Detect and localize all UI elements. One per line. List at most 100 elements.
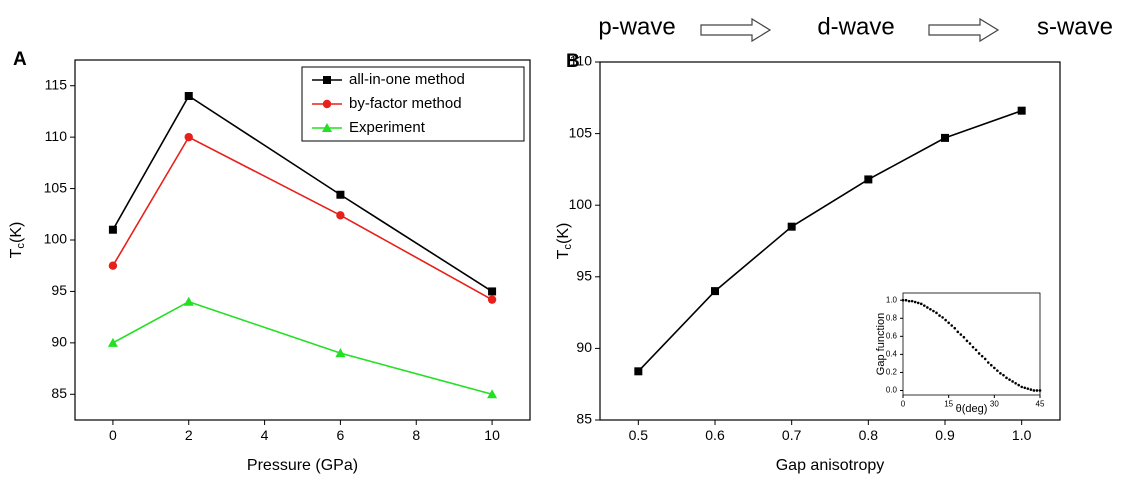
y-tick-label: 85: [576, 411, 592, 427]
marker: [944, 318, 947, 322]
marker: [1023, 386, 1027, 390]
marker: [974, 348, 978, 352]
marker: [322, 123, 332, 132]
marker: [1005, 376, 1008, 380]
marker: [787, 222, 796, 231]
x-tick-label: 15: [944, 400, 953, 409]
y-tick-label: 110: [570, 53, 593, 69]
x-tick-label: 0: [109, 427, 117, 443]
marker: [968, 342, 972, 345]
y-tick-label: 0.2: [886, 368, 898, 377]
y-axis-label-part: (K): [8, 222, 25, 243]
marker: [993, 366, 996, 370]
x-tick-label: 1.0: [1012, 427, 1032, 443]
marker: [335, 348, 346, 358]
x-axis-label: Pressure (GPa): [247, 457, 358, 474]
marker: [184, 92, 193, 100]
y-tick-label: 0.4: [886, 349, 898, 358]
marker: [1011, 380, 1014, 383]
x-tick-label: 30: [990, 400, 999, 409]
x-tick-label: 6: [337, 427, 345, 443]
marker: [1020, 385, 1024, 389]
y-tick-label: 115: [45, 76, 68, 92]
header-label: s-wave: [1037, 13, 1113, 40]
marker: [488, 287, 497, 296]
marker: [107, 337, 118, 347]
legend-label: Experiment: [349, 119, 426, 136]
marker: [183, 296, 194, 306]
marker: [904, 298, 908, 302]
plot-frame: [902, 292, 1041, 396]
x-tick-label: 0.7: [782, 427, 802, 443]
y-axis-label: Gap function: [875, 313, 887, 375]
y-axis-label-part: T: [8, 248, 25, 258]
marker: [322, 99, 332, 109]
marker: [926, 306, 929, 309]
y-tick-label: 95: [576, 268, 592, 284]
marker: [950, 324, 954, 327]
marker: [336, 190, 345, 199]
marker: [923, 304, 926, 307]
marker: [989, 363, 993, 367]
marker: [487, 389, 498, 399]
x-tick-label: 0.5: [629, 427, 649, 443]
marker: [1029, 388, 1033, 391]
marker: [1038, 389, 1042, 392]
y-tick-label: 0.6: [886, 331, 898, 340]
y-axis-label: Tc(K): [8, 222, 27, 259]
arrow: [928, 17, 1000, 43]
marker: [932, 309, 935, 313]
marker: [864, 175, 873, 184]
marker: [929, 307, 932, 311]
marker: [1014, 381, 1017, 385]
marker: [956, 330, 960, 334]
series-line: [112, 94, 493, 293]
marker: [980, 354, 984, 358]
marker: [901, 298, 905, 302]
series-line: [112, 300, 493, 396]
marker: [947, 321, 950, 325]
marker: [1026, 387, 1030, 390]
y-tick-label: 90: [51, 334, 67, 350]
y-axis-label-part: T: [555, 249, 572, 259]
x-tick-label: 2: [185, 427, 193, 443]
marker: [1035, 389, 1039, 392]
y-tick-label: 0.0: [886, 386, 898, 395]
marker: [1002, 373, 1005, 377]
y-tick-label: 0.8: [886, 313, 898, 322]
y-tick-label: 90: [576, 339, 592, 355]
marker: [941, 316, 944, 319]
marker: [108, 225, 117, 234]
marker: [953, 326, 957, 330]
legend-label: by-factor method: [349, 95, 462, 112]
marker: [986, 361, 990, 364]
marker: [907, 299, 911, 303]
marker: [1017, 383, 1020, 387]
marker: [323, 76, 331, 84]
marker: [711, 287, 719, 296]
y-tick-label: 100: [44, 231, 68, 247]
x-tick-label: 0.6: [705, 427, 725, 443]
marker: [1008, 378, 1011, 381]
marker: [910, 299, 914, 303]
x-tick-label: 45: [1036, 400, 1045, 409]
series-line: [112, 136, 493, 301]
y-tick-label: 110: [45, 128, 68, 144]
marker: [959, 333, 963, 336]
marker: [1017, 106, 1026, 115]
marker: [634, 367, 643, 376]
marker: [938, 314, 941, 317]
marker: [996, 369, 999, 372]
marker: [336, 211, 345, 220]
marker: [971, 345, 975, 349]
marker: [1032, 389, 1036, 392]
marker: [916, 301, 920, 305]
legend-label: all-in-one method: [349, 71, 465, 88]
x-tick-label: 0: [901, 400, 906, 409]
x-tick-label: 8: [412, 427, 420, 443]
header-label: d-wave: [817, 13, 894, 40]
marker: [919, 302, 923, 306]
marker: [962, 335, 966, 339]
y-axis-label-part: c: [15, 243, 27, 249]
